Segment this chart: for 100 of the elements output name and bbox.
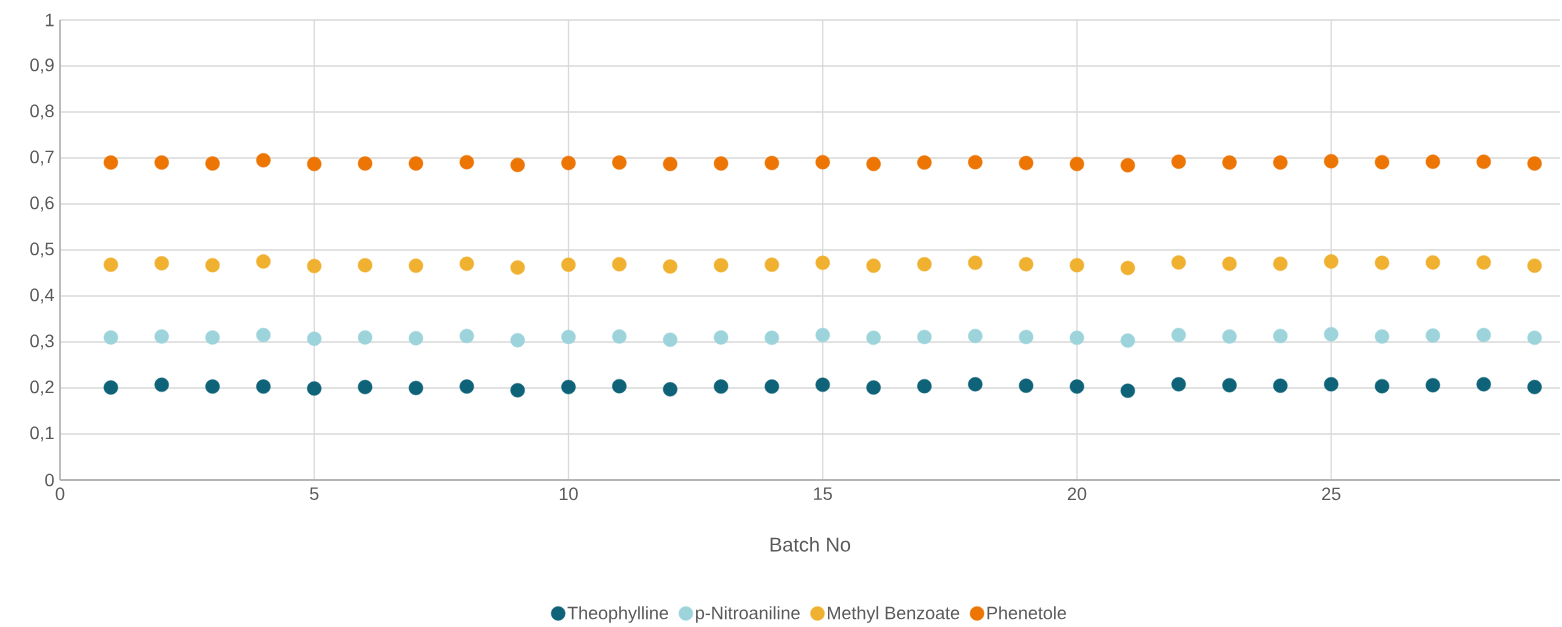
point [408, 380, 424, 396]
point [307, 331, 322, 346]
point [1527, 330, 1542, 346]
point [205, 379, 220, 394]
point [307, 381, 322, 396]
point [459, 256, 474, 271]
point [256, 327, 271, 343]
point [1069, 156, 1085, 172]
point [1120, 383, 1135, 398]
point [459, 154, 474, 170]
point [917, 378, 932, 394]
point [1527, 379, 1542, 395]
point [1018, 329, 1034, 345]
x-tick-label: 25 [1322, 487, 1341, 501]
y-tick-label: 1 [45, 13, 54, 27]
point [1120, 260, 1135, 276]
point [1171, 154, 1186, 169]
point [357, 156, 373, 171]
point [154, 329, 169, 344]
point [1171, 255, 1186, 270]
point [561, 329, 576, 345]
point [968, 154, 983, 170]
point [510, 332, 525, 348]
legend-label: Methyl Benzoate [827, 606, 960, 623]
point [866, 156, 881, 172]
point [459, 379, 474, 394]
y-tick-label: 0,7 [30, 150, 54, 166]
point [1018, 378, 1034, 393]
point [561, 155, 576, 171]
point [1476, 327, 1491, 343]
point [357, 257, 373, 273]
point [1323, 154, 1339, 169]
point [713, 379, 729, 394]
point [1425, 328, 1441, 343]
legend-label: p-Nitroaniline [696, 606, 800, 623]
point [1323, 254, 1339, 269]
point [1018, 155, 1034, 171]
point [1425, 255, 1441, 270]
point [917, 257, 932, 272]
point [103, 257, 119, 272]
point [1476, 255, 1491, 270]
point [1273, 256, 1288, 271]
point [459, 328, 474, 344]
point [713, 156, 729, 171]
point [1476, 154, 1491, 169]
x-tick-label: 0 [55, 487, 65, 501]
point [510, 383, 525, 398]
point [1120, 333, 1135, 348]
point [866, 330, 881, 346]
point [1374, 378, 1390, 394]
point [815, 154, 830, 170]
point [1527, 258, 1542, 273]
point [1222, 329, 1237, 344]
point [307, 156, 322, 172]
y-tick-label: 0,3 [30, 334, 54, 350]
y-tick-label: 0,9 [30, 58, 54, 74]
point [612, 378, 627, 394]
point [866, 380, 881, 395]
point [256, 254, 271, 269]
point [1476, 377, 1491, 392]
point [103, 155, 119, 170]
point [866, 258, 881, 273]
point [662, 332, 678, 347]
point [103, 330, 119, 345]
y-tick-label: 0 [45, 473, 54, 487]
point [510, 157, 525, 173]
point [1374, 154, 1390, 170]
point [561, 257, 576, 272]
point [357, 330, 373, 345]
y-tick-label: 0,4 [30, 288, 54, 304]
point [1273, 378, 1288, 393]
y-tick-label: 0,8 [30, 104, 54, 120]
point [764, 257, 780, 272]
point [1273, 328, 1288, 344]
point [1374, 255, 1390, 271]
point [205, 330, 220, 345]
point [408, 331, 424, 346]
point [256, 379, 271, 394]
point [815, 377, 830, 392]
point [154, 256, 169, 271]
x-axis-title: Batch No [770, 537, 851, 552]
point [764, 330, 780, 346]
point [815, 327, 830, 343]
point [1323, 326, 1339, 342]
point [510, 260, 525, 275]
point [1323, 377, 1339, 392]
point [968, 377, 983, 392]
point [1222, 256, 1237, 271]
point [612, 155, 627, 170]
point [1069, 330, 1085, 346]
point [1425, 378, 1441, 393]
point [1018, 257, 1034, 272]
point [1069, 257, 1085, 273]
y-tick-label: 0,5 [30, 242, 54, 258]
y-tick-label: 0,6 [30, 196, 54, 212]
point [357, 379, 373, 395]
point [662, 382, 678, 397]
point [713, 330, 729, 345]
point [205, 156, 220, 171]
point [713, 257, 729, 273]
